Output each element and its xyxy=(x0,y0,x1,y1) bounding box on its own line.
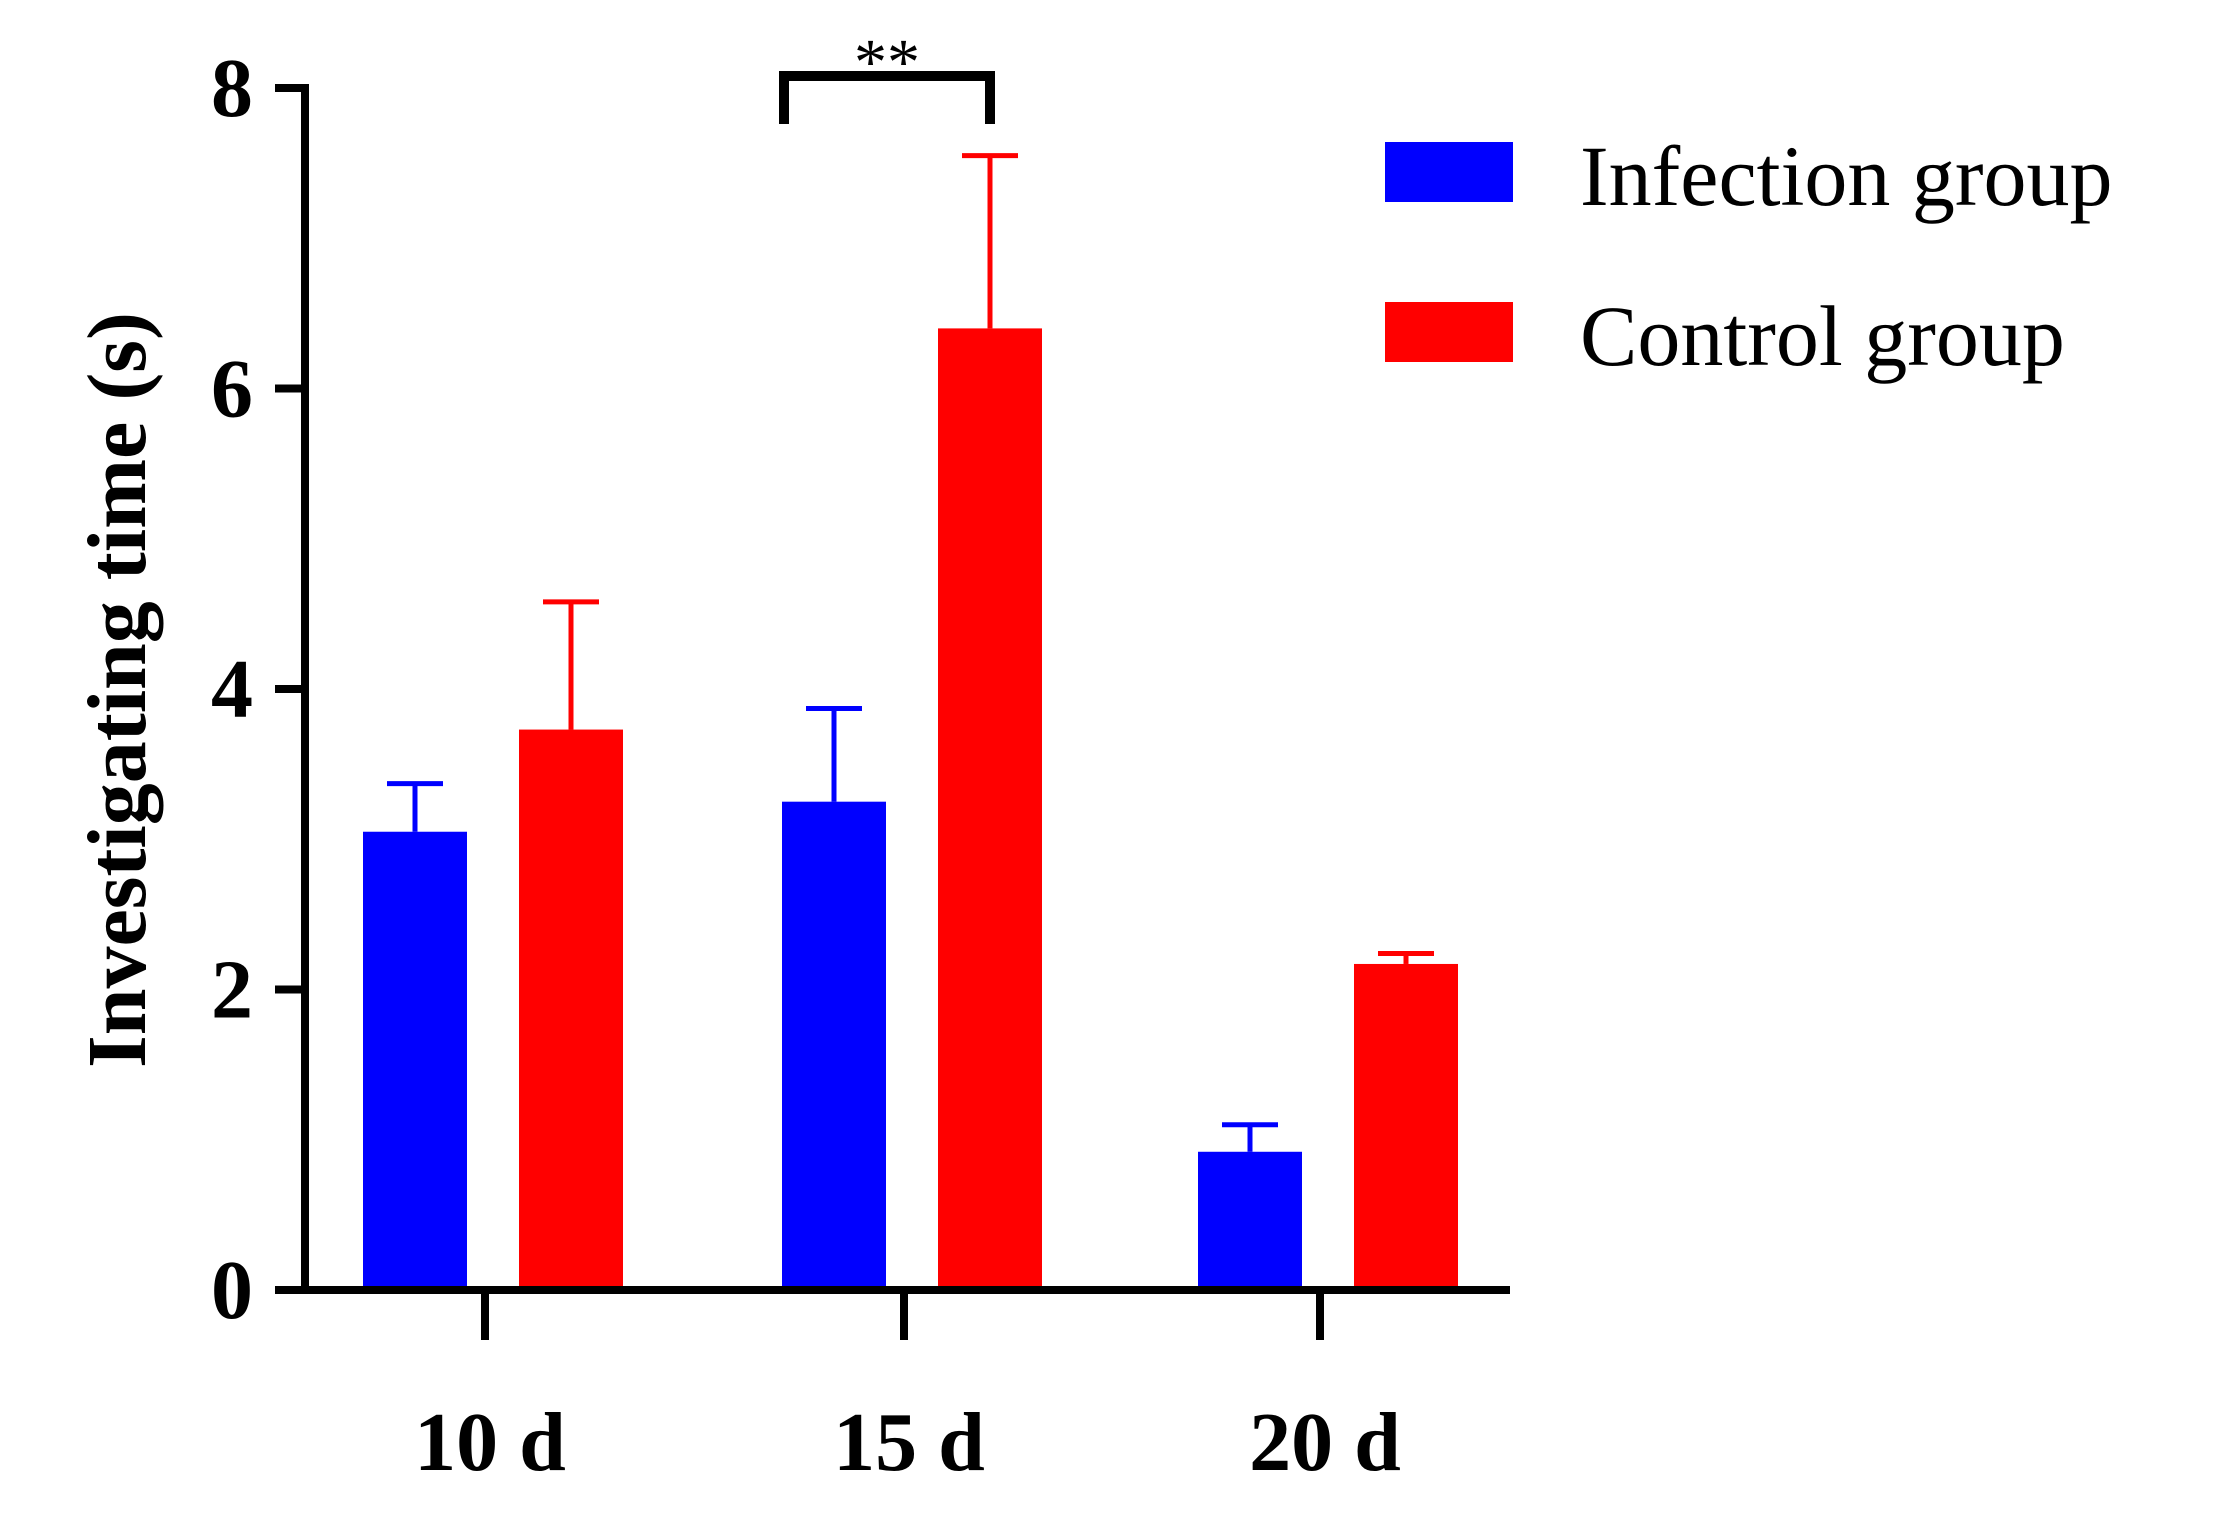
significance-layer: ** xyxy=(779,26,995,124)
y-axis-title: Investigating time (s) xyxy=(71,312,164,1068)
bar-control-group-10d xyxy=(519,729,623,1290)
x-tick-label: 20 d xyxy=(1249,1396,1401,1489)
bar-control-group-15d xyxy=(938,328,1042,1290)
error-bars-layer xyxy=(387,153,1434,1152)
significance-label: ** xyxy=(854,26,920,99)
y-tick-label: 6 xyxy=(211,343,253,436)
y-tick-label: 8 xyxy=(211,42,253,135)
y-tick-label: 0 xyxy=(211,1244,253,1337)
legend: Infection group Control group xyxy=(1385,128,2113,384)
bar-control-group-20d xyxy=(1354,963,1458,1290)
x-tick-label: 10 d xyxy=(414,1396,566,1489)
y-tick-label: 2 xyxy=(211,944,253,1037)
bars-layer xyxy=(363,328,1458,1290)
bar-infection-group-20d xyxy=(1198,1151,1302,1290)
y-tick-label: 4 xyxy=(211,643,253,736)
bar-infection-group-10d xyxy=(363,831,467,1290)
significance-bracket xyxy=(779,71,995,124)
legend-swatch-control-group xyxy=(1385,302,1513,362)
legend-label: Infection group xyxy=(1580,128,2113,224)
axes xyxy=(275,84,1510,1340)
legend-swatch-infection-group xyxy=(1385,142,1513,202)
bar-infection-group-15d xyxy=(782,801,886,1290)
x-tick-label: 15 d xyxy=(833,1396,985,1489)
tick-labels: 0 2 4 6 8 10 d 15 d 20 d xyxy=(211,42,1401,1489)
legend-label: Control group xyxy=(1580,288,2065,384)
